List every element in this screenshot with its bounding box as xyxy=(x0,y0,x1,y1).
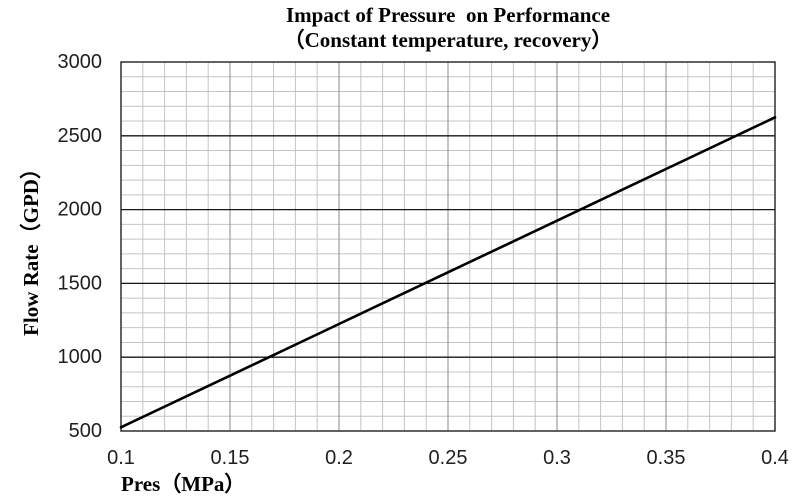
y-tick-label: 500 xyxy=(69,420,102,442)
x-axis-title: Pres（MPa） xyxy=(121,472,246,496)
x-tick-label: 0.35 xyxy=(647,447,686,469)
y-tick-label: 2000 xyxy=(58,199,103,221)
chart-title: Impact of Pressure on Performance xyxy=(285,3,611,27)
y-tick-label: 1500 xyxy=(58,272,103,294)
plot-border xyxy=(120,61,776,432)
x-tick-label: 0.2 xyxy=(325,447,353,469)
series-line xyxy=(119,116,777,429)
y-tick-label: 1000 xyxy=(58,346,103,368)
x-tick-label: 0.25 xyxy=(429,447,468,469)
y-tick-label: 3000 xyxy=(58,51,103,73)
chart-title-block: Impact of Pressure on Performance （Const… xyxy=(121,3,775,53)
x-tick-label: 0.1 xyxy=(107,447,135,469)
x-tick-label: 0.3 xyxy=(543,447,571,469)
x-tick-label: 0.15 xyxy=(211,447,250,469)
chart-subtitle: （Constant temperature, recovery） xyxy=(283,28,613,52)
y-tick-label: 2500 xyxy=(58,125,103,147)
x-tick-label: 0.4 xyxy=(761,447,789,469)
